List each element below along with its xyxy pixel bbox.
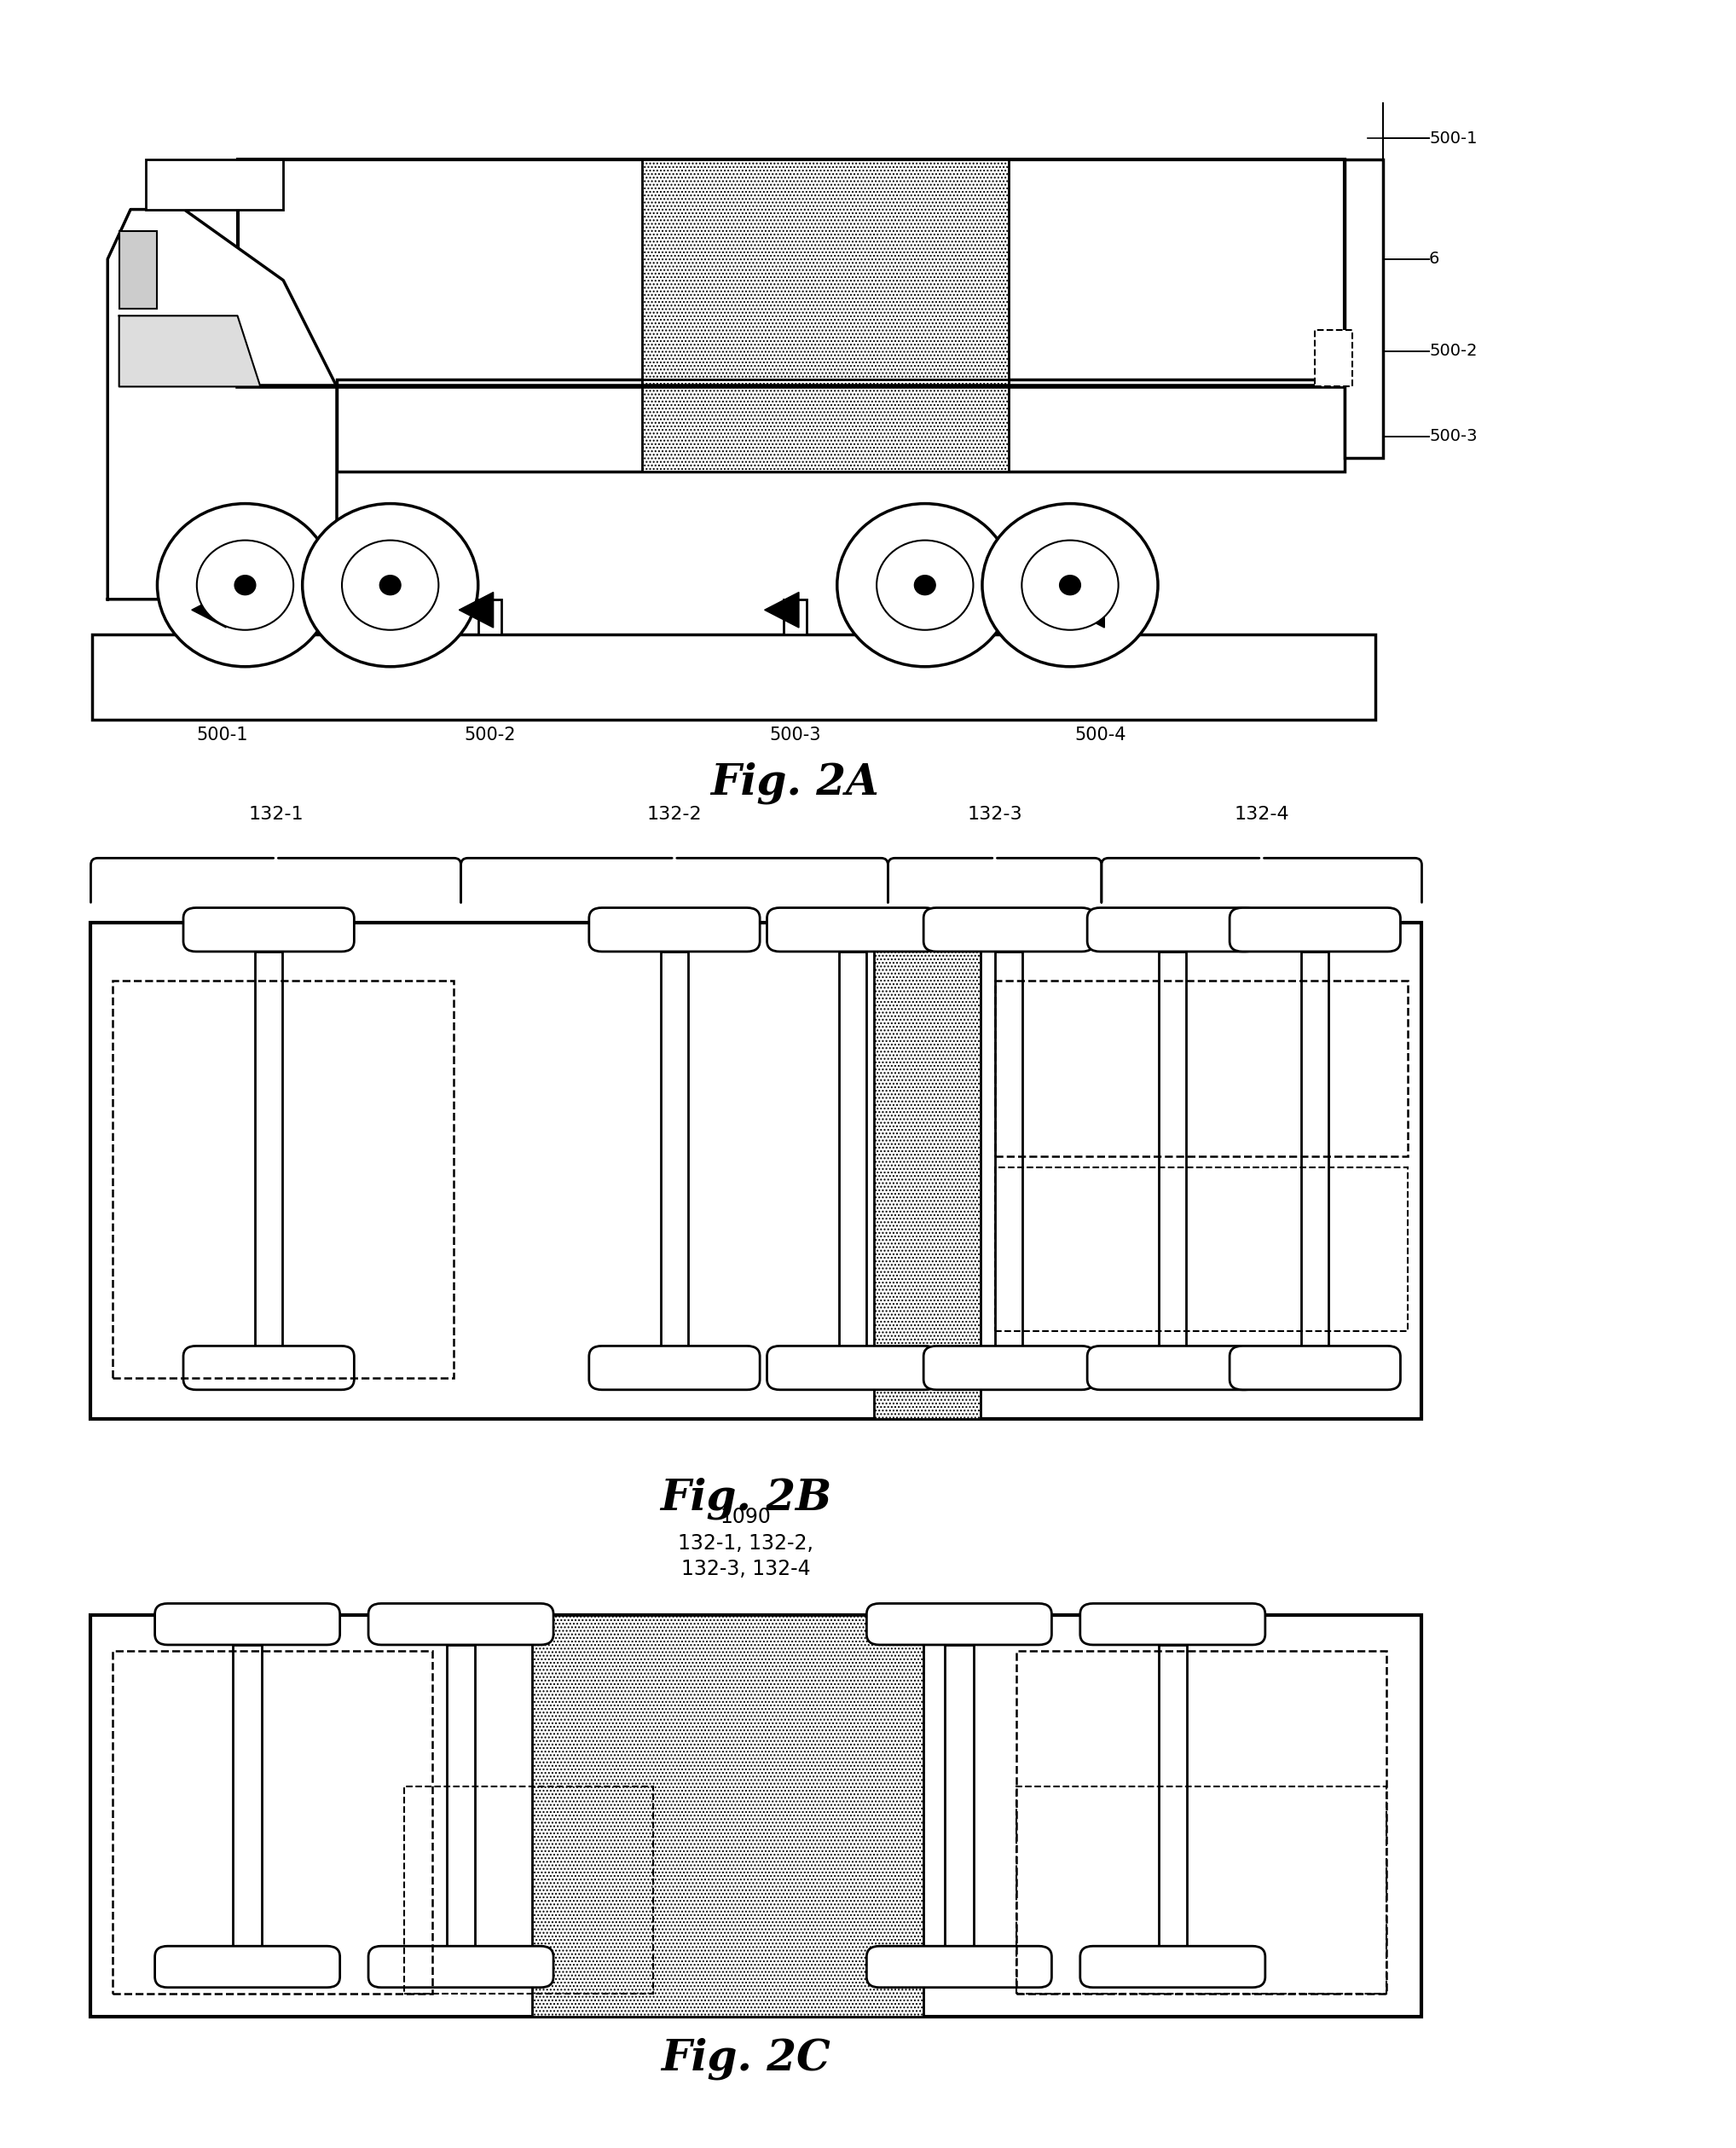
Bar [661, 952, 687, 1347]
Circle shape [196, 541, 293, 629]
Bar [1016, 1650, 1385, 1993]
Bar [1088, 599, 1113, 636]
Circle shape [1059, 576, 1080, 595]
FancyBboxPatch shape [184, 1347, 354, 1390]
FancyBboxPatch shape [767, 909, 937, 952]
FancyBboxPatch shape [1229, 1347, 1401, 1390]
FancyBboxPatch shape [368, 1946, 554, 1987]
FancyBboxPatch shape [184, 909, 354, 952]
Bar [995, 952, 1023, 1347]
Bar [90, 1615, 1422, 2017]
Text: 132-3, 132-4: 132-3, 132-4 [681, 1559, 811, 1579]
Bar [783, 599, 807, 636]
Bar [1314, 331, 1352, 387]
Text: 500-3: 500-3 [1429, 427, 1477, 445]
Bar [337, 380, 1345, 473]
Text: 132-2: 132-2 [648, 806, 701, 823]
Bar [1016, 1787, 1385, 1993]
Text: Fig. 2B: Fig. 2B [660, 1478, 832, 1519]
Text: 132-4: 132-4 [1234, 806, 1290, 823]
Bar [995, 1169, 1408, 1332]
Circle shape [915, 576, 936, 595]
Bar [90, 921, 1422, 1420]
Bar [477, 599, 502, 636]
Polygon shape [120, 316, 260, 387]
FancyBboxPatch shape [924, 1347, 1094, 1390]
Text: Fig. 2C: Fig. 2C [661, 2038, 830, 2079]
Text: 500-1: 500-1 [1429, 131, 1477, 146]
FancyBboxPatch shape [1080, 1946, 1266, 1987]
Text: 500-1: 500-1 [196, 726, 248, 743]
Polygon shape [1069, 593, 1104, 627]
Bar [113, 982, 453, 1379]
Polygon shape [458, 593, 493, 627]
Text: 6: 6 [1429, 251, 1439, 266]
Text: 500-3: 500-3 [769, 726, 821, 743]
Circle shape [158, 503, 333, 666]
Circle shape [1023, 541, 1118, 629]
Bar [873, 921, 981, 1420]
Circle shape [342, 541, 439, 629]
Bar [146, 159, 283, 211]
Circle shape [234, 576, 255, 595]
Text: 132-3: 132-3 [967, 806, 1023, 823]
Bar [838, 952, 866, 1347]
Polygon shape [191, 593, 226, 627]
FancyBboxPatch shape [589, 1347, 760, 1390]
Text: 500-2: 500-2 [464, 726, 516, 743]
Bar [1345, 159, 1384, 458]
Bar [1158, 1645, 1187, 1946]
Bar [233, 1645, 262, 1946]
Text: Fig. 2A: Fig. 2A [710, 763, 880, 806]
Bar [255, 952, 283, 1347]
FancyBboxPatch shape [866, 1602, 1052, 1645]
Polygon shape [764, 593, 799, 627]
FancyBboxPatch shape [368, 1602, 554, 1645]
Circle shape [302, 503, 477, 666]
Bar [404, 1787, 653, 1993]
Bar [1302, 952, 1328, 1347]
Bar [120, 230, 158, 309]
Text: 500-4: 500-4 [1075, 726, 1127, 743]
FancyBboxPatch shape [924, 909, 1094, 952]
Bar [446, 1645, 476, 1946]
Polygon shape [108, 211, 337, 599]
FancyBboxPatch shape [155, 1602, 340, 1645]
Bar [533, 1615, 924, 2017]
FancyBboxPatch shape [1087, 909, 1259, 952]
Circle shape [380, 576, 401, 595]
FancyBboxPatch shape [1087, 1347, 1259, 1390]
Text: 1090: 1090 [720, 1506, 771, 1527]
Circle shape [837, 503, 1012, 666]
Bar [995, 982, 1408, 1156]
FancyBboxPatch shape [1080, 1602, 1266, 1645]
Circle shape [877, 541, 974, 629]
FancyBboxPatch shape [155, 1946, 340, 1987]
Bar [113, 1650, 432, 1993]
Bar [642, 380, 1009, 473]
Bar [1160, 952, 1186, 1347]
Bar [210, 599, 234, 636]
Text: 500-2: 500-2 [1429, 344, 1477, 359]
FancyBboxPatch shape [589, 909, 760, 952]
Circle shape [983, 503, 1158, 666]
Bar [944, 1645, 974, 1946]
Bar [642, 159, 1009, 387]
FancyBboxPatch shape [767, 1347, 937, 1390]
Bar [92, 634, 1375, 720]
FancyBboxPatch shape [866, 1946, 1052, 1987]
Text: 132-1, 132-2,: 132-1, 132-2, [677, 1534, 814, 1553]
Bar [238, 159, 1345, 387]
FancyBboxPatch shape [1229, 909, 1401, 952]
Text: 132-1: 132-1 [248, 806, 304, 823]
